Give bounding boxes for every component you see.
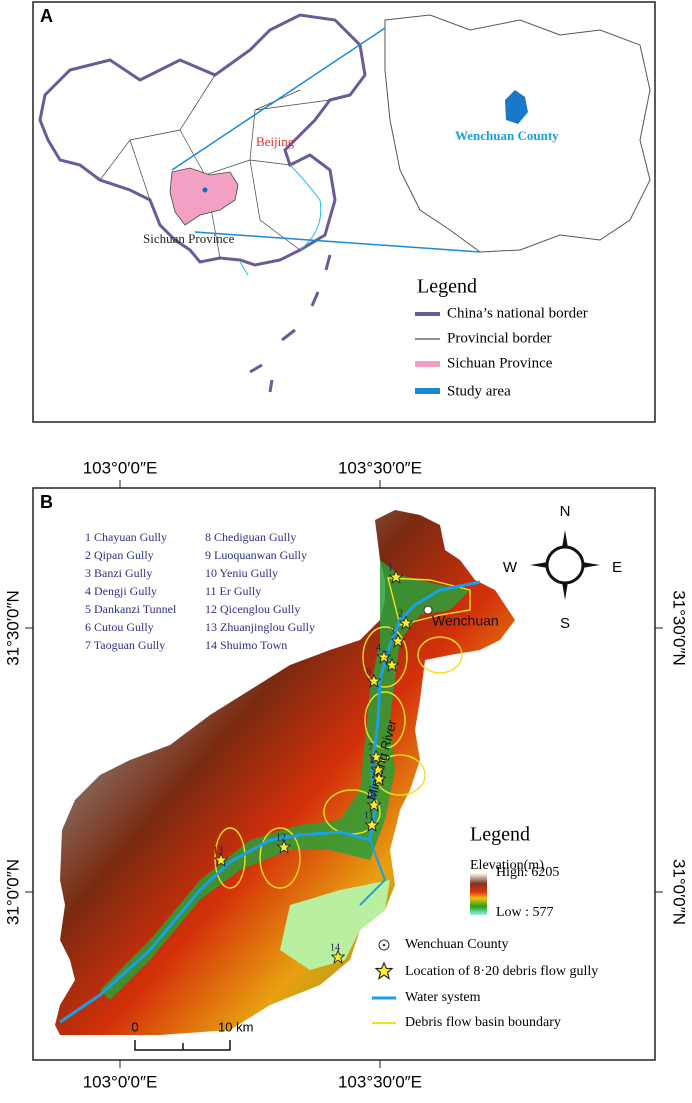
gully-number: 10 bbox=[366, 790, 376, 801]
legend-label: Debris flow basin boundary bbox=[405, 1015, 561, 1030]
latitude-label: 31°0′0″N bbox=[670, 859, 689, 925]
graticule-ticks bbox=[25, 480, 663, 1068]
longitude-label: 103°0′0″E bbox=[83, 458, 158, 477]
gully-list-item: 11 Er Gully bbox=[205, 584, 261, 598]
scale-bar bbox=[134, 1040, 231, 1051]
legend-label: Wenchuan County bbox=[405, 937, 508, 952]
legend-title: Legend bbox=[470, 824, 530, 846]
legend-label: Water system bbox=[405, 990, 481, 1005]
compass-w: W bbox=[503, 559, 518, 576]
latitude-label: 31°30′0″N bbox=[3, 590, 22, 666]
legend-label: Location of 8·20 debris flow gully bbox=[405, 964, 598, 979]
legend-label: Sichuan Province bbox=[447, 355, 553, 371]
compass-e: E bbox=[612, 559, 622, 576]
gully-list-item: 5 Dankanzi Tunnel bbox=[85, 602, 177, 616]
longitude-label: 103°30′0″E bbox=[338, 1072, 422, 1091]
gully-number: 12 bbox=[276, 832, 286, 843]
sichuan-enlarged bbox=[384, 14, 651, 253]
wenchuan-point bbox=[423, 605, 433, 615]
legend-label: Study area bbox=[447, 383, 511, 399]
gully-list-item: 4 Dengji Gully bbox=[85, 584, 157, 598]
gully-number: 14 bbox=[330, 942, 340, 953]
panel-label: A bbox=[40, 6, 53, 26]
wenchuan-county bbox=[505, 90, 528, 124]
legend-symbol bbox=[382, 943, 386, 947]
gully-list-item: 7 Taoguan Gully bbox=[85, 638, 165, 652]
gully-number: 4 bbox=[376, 642, 381, 653]
latitude-label: 31°30′0″N bbox=[670, 590, 689, 666]
gully-list-item: 3 Banzi Gully bbox=[85, 566, 152, 580]
longitude-label: 103°30′0″E bbox=[338, 458, 422, 477]
scale-length: 10 km bbox=[218, 1019, 253, 1034]
gully-number: 3 bbox=[390, 626, 395, 637]
gully-number: 6 bbox=[366, 666, 371, 677]
legend-label: China’s national border bbox=[447, 305, 588, 321]
elevation-high: High: 6205 bbox=[496, 865, 559, 880]
provincial-borders bbox=[99, 74, 331, 259]
elevation-title: Elevation(m) bbox=[470, 858, 544, 873]
wenchuan-label: Wenchuan County bbox=[455, 128, 559, 143]
gully-list-item: 10 Yeniu Gully bbox=[205, 566, 278, 580]
coastline bbox=[239, 164, 322, 276]
legend-symbol bbox=[415, 361, 440, 367]
study-area bbox=[202, 187, 208, 193]
legend-label: Provincial border bbox=[447, 330, 552, 346]
valley-lowland bbox=[100, 560, 470, 1000]
panel-label: B bbox=[40, 492, 53, 512]
compass-s: S bbox=[560, 615, 570, 632]
gully-list-item: 6 Cutou Gully bbox=[85, 620, 154, 634]
latitude-label: 31°0′0″N bbox=[3, 859, 22, 925]
gully-number: 1 bbox=[388, 562, 393, 573]
gully-number: 9 bbox=[371, 764, 376, 775]
gully-number: 7 bbox=[368, 742, 373, 753]
gully-number: 11 bbox=[364, 810, 374, 821]
gully-number: 8 bbox=[370, 755, 375, 766]
gully-list-item: 12 Qicenglou Gully bbox=[205, 602, 300, 616]
gully-list-item: 2 Qipan Gully bbox=[85, 548, 154, 562]
town-label: Wenchuan bbox=[432, 613, 499, 629]
compass-n: N bbox=[560, 503, 571, 520]
sichuan-province bbox=[169, 167, 239, 226]
elevation-colorbar bbox=[470, 873, 487, 915]
gully-list-item: 13 Zhuanjinglou Gully bbox=[205, 620, 315, 634]
elevation-low: Low : 577 bbox=[496, 905, 554, 920]
china-border bbox=[38, 13, 367, 267]
scale-zero: 0 bbox=[131, 1019, 138, 1034]
legend-title: Legend bbox=[417, 276, 477, 298]
beijing-label: Beijing bbox=[256, 134, 295, 149]
zoom-lines bbox=[171, 27, 481, 253]
gully-list-item: 9 Luoquanwan Gully bbox=[205, 548, 307, 562]
gully-list-item: 14 Shuimo Town bbox=[205, 638, 287, 652]
sichuan-label: Sichuan Province bbox=[143, 231, 235, 246]
compass bbox=[530, 530, 600, 600]
gully-list-item: 1 Chayuan Gully bbox=[85, 530, 167, 544]
gully-number: 5 bbox=[384, 650, 389, 661]
tributary bbox=[359, 839, 387, 906]
longitude-label: 103°0′0″E bbox=[83, 1072, 158, 1091]
legend-symbol bbox=[415, 388, 440, 394]
gully-number: 13 bbox=[213, 845, 223, 856]
gully-number: 2 bbox=[398, 608, 403, 619]
sea-border-dashes bbox=[249, 254, 332, 393]
gully-list-item: 8 Chediguan Gully bbox=[205, 530, 296, 544]
